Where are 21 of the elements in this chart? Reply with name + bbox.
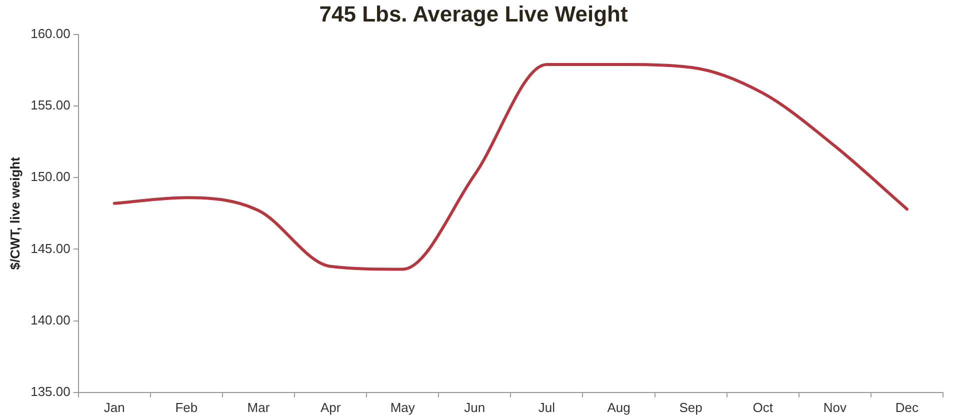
y-tick-label: 155.00 [30, 98, 70, 113]
y-tick-label: 160.00 [30, 26, 70, 41]
x-tick-label: Aug [607, 400, 630, 415]
x-tick-label: Jan [104, 400, 125, 415]
x-tick-label: Jun [464, 400, 486, 415]
y-tick-label: 150.00 [30, 169, 70, 184]
x-tick-label: Sep [679, 400, 702, 415]
y-tick-label: 135.00 [30, 384, 70, 399]
x-tick-label: Jul [538, 400, 556, 415]
y-axis-title: $/CWT, live weight [7, 156, 22, 270]
chart-title: 745 Lbs. Average Live Weight [319, 1, 628, 26]
x-tick-label: Apr [320, 400, 342, 415]
x-tick-label: Nov [823, 400, 847, 415]
x-tick-label: Oct [752, 400, 774, 415]
x-tick-label: Mar [247, 400, 270, 415]
y-tick-label: 140.00 [30, 312, 70, 328]
x-tick-label: Feb [175, 400, 198, 415]
x-tick-label: May [390, 400, 416, 415]
y-tick-label: 145.00 [30, 240, 70, 256]
line-series [112, 62, 908, 271]
x-tick-label: Dec [895, 400, 920, 415]
